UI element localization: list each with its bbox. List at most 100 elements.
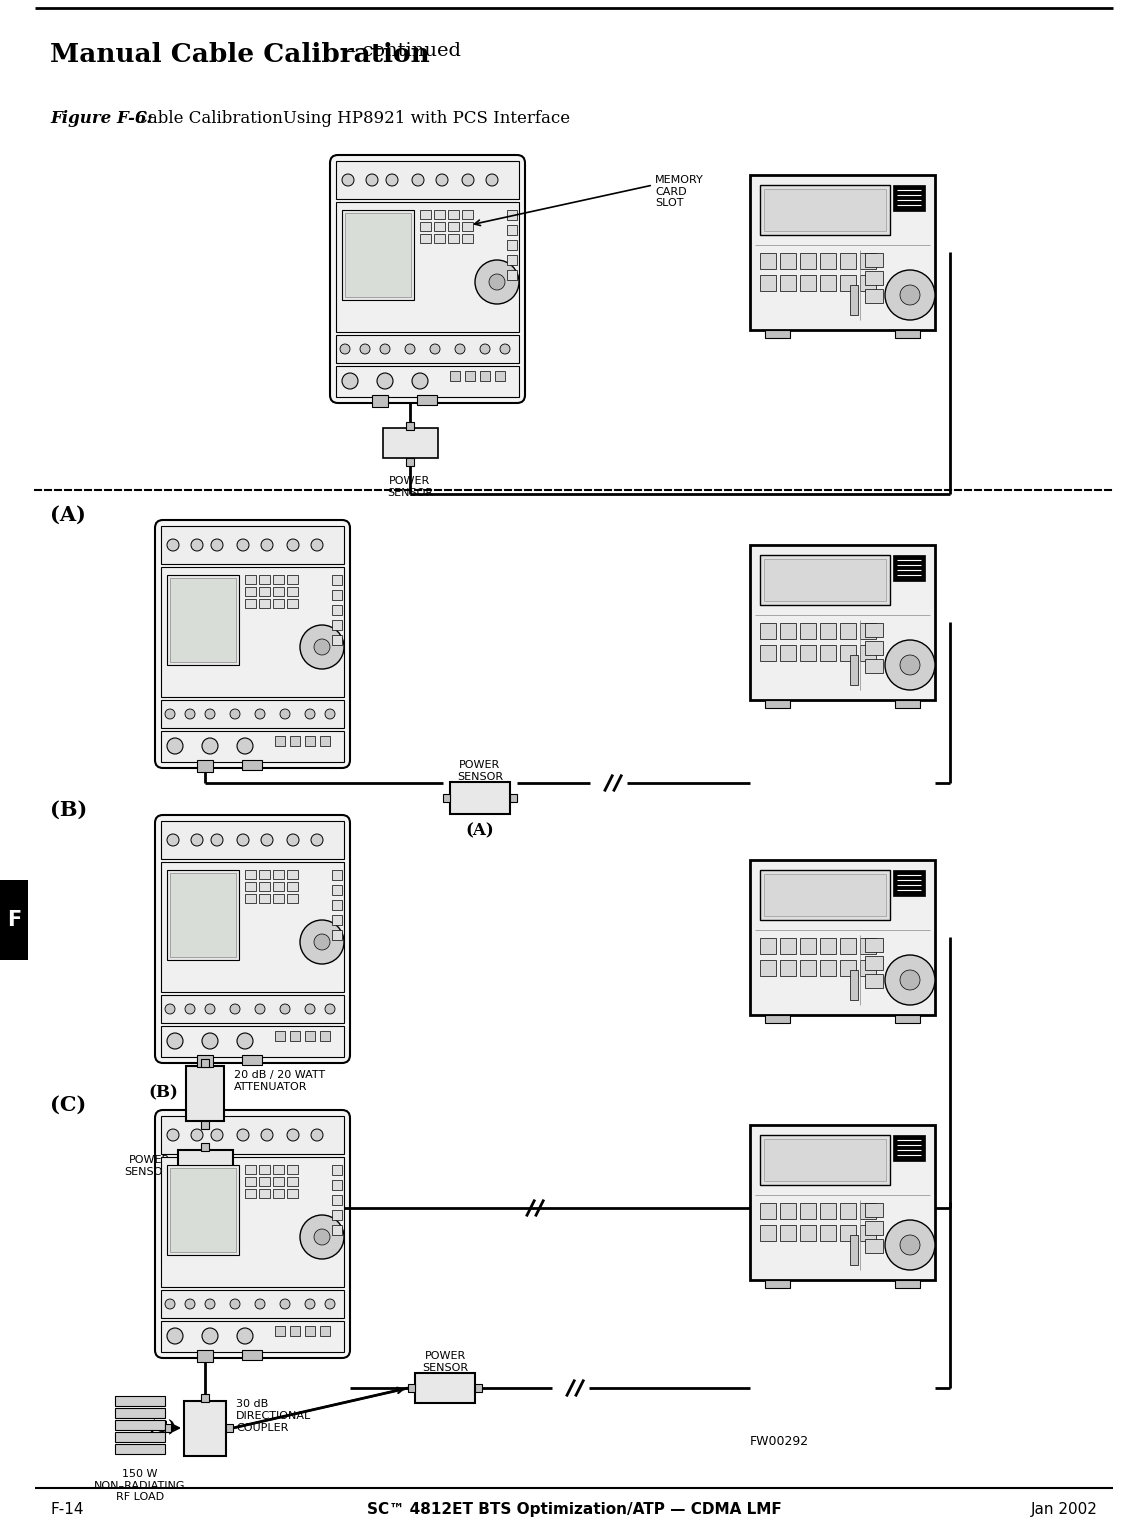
Circle shape [305,709,315,719]
Bar [507,225,517,234]
Bar [765,1016,790,1023]
Bar [336,336,519,363]
Circle shape [185,709,195,719]
Bar [443,794,450,801]
Circle shape [360,345,370,354]
Bar [750,1124,934,1281]
Bar [259,599,270,608]
Bar [287,599,298,608]
Bar [860,961,876,976]
Bar [840,938,856,954]
Bar [840,624,856,639]
Circle shape [311,1129,323,1141]
Bar [434,234,445,244]
Bar [346,213,411,297]
Bar [800,624,816,639]
Circle shape [340,345,350,354]
Bar [226,1425,233,1432]
Bar [161,567,344,697]
Bar [800,938,816,954]
Bar [765,700,790,708]
Bar [864,659,883,673]
Text: (C): (C) [51,1095,86,1115]
Circle shape [461,175,474,185]
Circle shape [202,1033,218,1049]
Bar [186,1066,224,1121]
Bar [765,1138,886,1181]
Circle shape [300,921,344,964]
FancyBboxPatch shape [329,155,525,403]
Circle shape [202,1328,218,1344]
Bar [750,175,934,329]
Circle shape [236,738,253,754]
Bar [760,961,776,976]
Bar [461,222,473,231]
Text: Figure F-6:: Figure F-6: [51,110,153,127]
Bar [161,731,344,761]
Bar [259,574,270,584]
Bar [332,605,342,614]
Circle shape [377,372,393,389]
Text: SC™ 4812ET BTS Optimization/ATP — CDMA LMF: SC™ 4812ET BTS Optimization/ATP — CDMA L… [366,1501,782,1517]
Circle shape [280,1003,290,1014]
Bar [287,574,298,584]
Bar [320,735,329,746]
Bar [259,1189,270,1198]
Bar [290,1327,300,1336]
Bar [161,1290,344,1318]
Circle shape [211,539,223,552]
Bar [245,587,256,596]
Bar [820,1226,836,1241]
Bar [170,873,236,958]
Bar [820,624,836,639]
Bar [115,1445,165,1454]
Bar [201,1394,209,1402]
Bar [287,882,298,892]
Bar [166,574,239,665]
Bar [461,210,473,219]
Circle shape [412,175,424,185]
Circle shape [261,539,273,552]
Circle shape [311,833,323,846]
Bar [850,656,858,685]
Bar [273,574,284,584]
Circle shape [205,1299,215,1308]
Bar [273,1189,284,1198]
Bar [161,821,344,859]
Bar [450,371,460,381]
Text: POWER
SENSOR: POWER SENSOR [124,1155,170,1177]
Bar [850,970,858,1000]
Bar [273,895,284,902]
FancyBboxPatch shape [155,519,350,768]
Bar [259,587,270,596]
Bar [779,938,796,954]
Bar [465,371,475,381]
Circle shape [205,1003,215,1014]
Circle shape [885,954,934,1005]
Circle shape [287,833,298,846]
Bar [115,1396,165,1406]
Bar [750,859,934,1016]
Bar [495,371,505,381]
Bar [765,188,886,231]
Bar [864,271,883,285]
Bar [0,879,28,961]
Bar [779,645,796,660]
Bar [242,1056,262,1065]
Text: MEMORY
CARD
SLOT: MEMORY CARD SLOT [656,175,704,208]
Bar [276,735,285,746]
FancyBboxPatch shape [155,1111,350,1357]
Bar [840,1226,856,1241]
Circle shape [191,833,203,846]
Text: POWER
SENSOR: POWER SENSOR [457,760,503,781]
Bar [461,234,473,244]
Bar [800,961,816,976]
Circle shape [166,1033,183,1049]
Circle shape [885,1219,934,1270]
Bar [201,1059,209,1066]
Bar [800,1226,816,1241]
Bar [895,1016,920,1023]
Bar [166,870,239,961]
Bar [372,395,388,408]
Bar [161,1321,344,1353]
